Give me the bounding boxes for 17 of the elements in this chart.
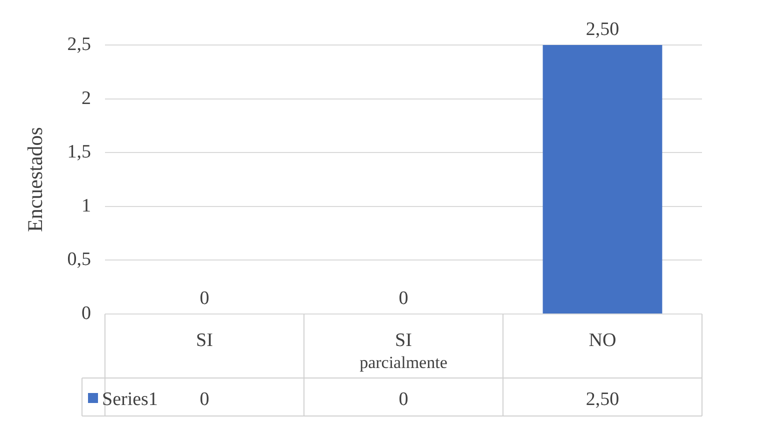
y-tick-label: 0 — [81, 302, 91, 324]
y-axis-title: Encuestados — [23, 127, 48, 232]
x-tick-label: SI — [196, 330, 213, 351]
text: 2,50 — [586, 19, 620, 40]
y-tick-label: 2 — [81, 88, 91, 109]
data-label: 0 — [398, 389, 408, 410]
y-tick-label: 2,5 — [67, 34, 91, 55]
data-label: 0 — [200, 389, 210, 410]
y-tick-label: 1 — [81, 195, 91, 216]
text: 0 — [200, 288, 210, 309]
y-tick-label: 1,5 — [67, 142, 91, 163]
legend-label: Series1 — [102, 389, 158, 410]
x-tick-label: NO — [588, 330, 616, 351]
y-tick-label: 0,5 — [67, 249, 91, 270]
x-tick-label: SI parcialmente — [360, 330, 448, 372]
text: 0 — [398, 288, 408, 309]
data-label: 2,50 — [586, 389, 620, 410]
